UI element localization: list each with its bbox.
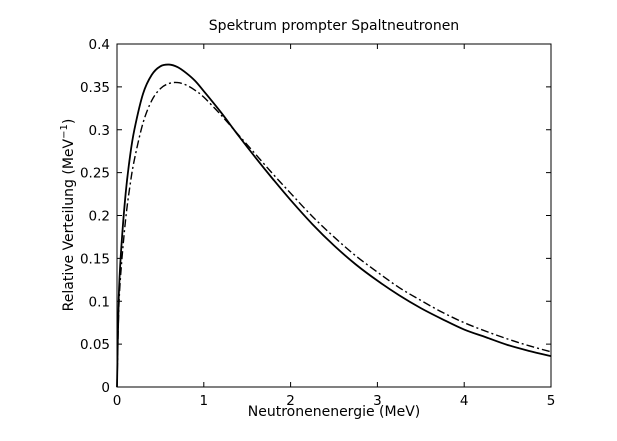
x-tick-label: 5	[547, 393, 556, 409]
plot-area	[116, 63, 552, 388]
y-axis-title-superscript: −1	[59, 124, 70, 139]
y-axis-title: Relative Verteilung (MeV−1)	[59, 119, 77, 312]
x-tick-label: 0	[113, 393, 122, 409]
y-tick-label: 0	[101, 380, 110, 396]
y-tick-label: 0.35	[80, 80, 110, 96]
x-tick-label: 2	[286, 393, 295, 409]
y-tick-label: 0.25	[80, 166, 110, 182]
y-axis-title-main: Relative Verteilung (MeV	[61, 138, 77, 311]
x-tick-label: 4	[460, 393, 469, 409]
y-tick-label: 0.1	[89, 294, 110, 310]
x-axis-title: Neutronenenergie (MeV)	[248, 404, 420, 420]
y-tick-label: 0.4	[89, 37, 110, 53]
chart-title: Spektrum prompter Spaltneutronen	[209, 18, 459, 34]
y-axis-title-suffix: )	[61, 119, 77, 124]
y-tick-label: 0.3	[89, 123, 110, 139]
plot-frame	[116, 43, 552, 388]
y-tick-label: 0.15	[80, 251, 110, 267]
series-line-dashdot	[116, 81, 552, 388]
y-tick-label: 0.2	[89, 209, 110, 225]
axis-ticks: 0 1 2 3 4 5 0 0.05 0.1 0.15 0.2 0.25 0.3 0.35 0.4	[80, 37, 555, 409]
x-tick-label: 3	[373, 393, 382, 409]
x-tick-label: 1	[200, 393, 209, 409]
y-tick-label: 0.05	[80, 337, 110, 353]
